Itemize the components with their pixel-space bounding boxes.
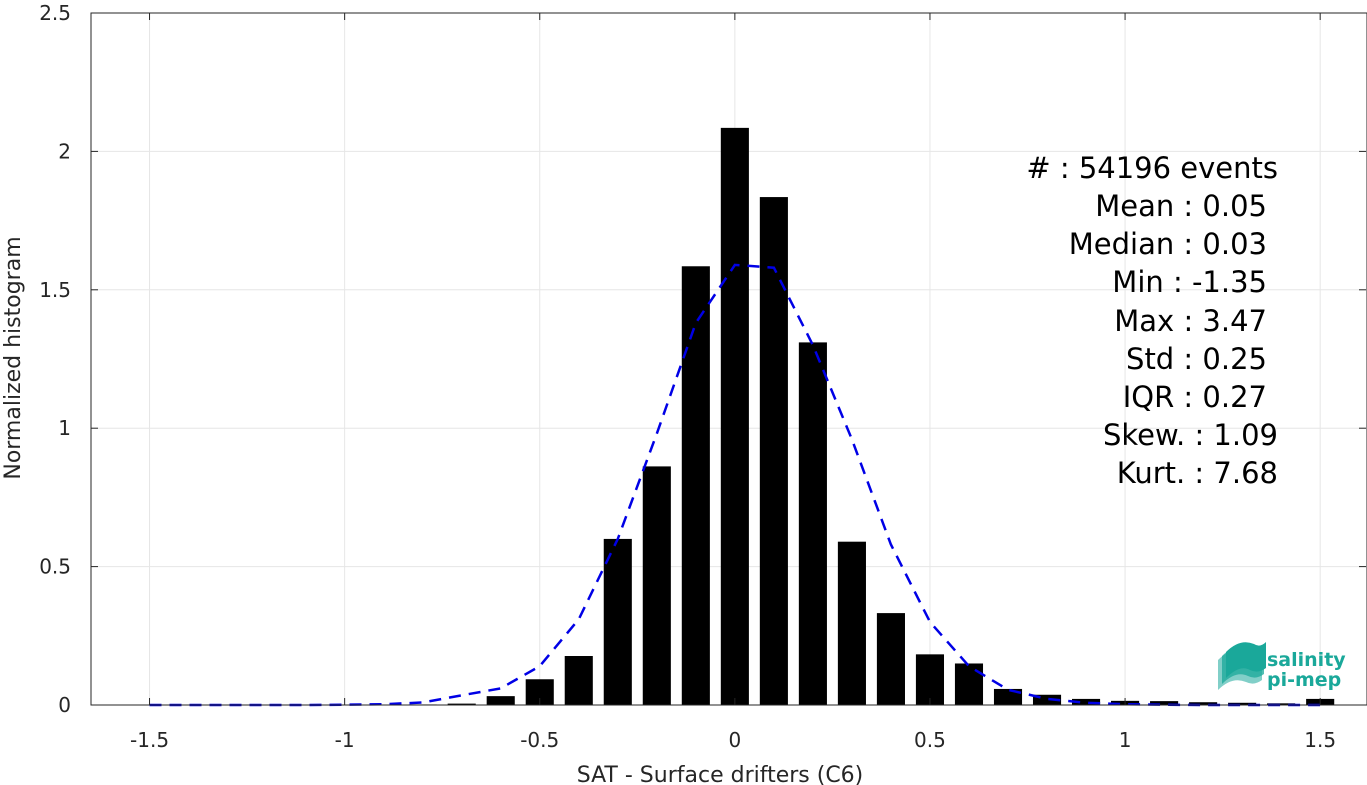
histogram-bar: [486, 696, 515, 705]
x-tick-label: 1: [1119, 728, 1132, 752]
y-axis-label: Normalized histogram: [1, 236, 26, 479]
stat-count: # : 54196 events: [1026, 151, 1278, 185]
histogram-bar: [837, 541, 866, 705]
x-tick-label: 1.5: [1304, 728, 1336, 752]
histogram-bar: [681, 266, 710, 705]
waves-icon: [1218, 642, 1266, 690]
histogram-bar: [642, 466, 671, 705]
logo-text-pi-mep: pi-mep: [1267, 669, 1341, 691]
stat-mean: Mean : 0.05: [1095, 189, 1267, 223]
x-tick-label: 0.5: [914, 728, 946, 752]
x-tick-label: 0: [728, 728, 741, 752]
stat-std: Std : 0.25: [1126, 342, 1267, 376]
histogram-bar: [876, 613, 905, 705]
histogram-bar: [915, 654, 945, 705]
histogram-bar: [1267, 703, 1296, 705]
logo-text-salinity: salinity: [1267, 649, 1346, 671]
x-tick-label: -1: [335, 728, 355, 752]
axis-ticks: -1.5 -1 -0.5 0 0.5 1 1.5 0 0.5 1 1.5 2 2.5: [39, 1, 1366, 752]
histogram-bar: [720, 127, 749, 705]
histogram-bar: [1189, 702, 1218, 705]
y-tick-label: 1: [58, 416, 71, 440]
histogram-bar: [954, 663, 984, 705]
y-tick-label: 1.5: [39, 278, 71, 302]
stat-skew: Skew. : 1.09: [1103, 418, 1278, 452]
fit-curve-layer: [149, 263, 1321, 707]
histogram-bar: [1071, 698, 1101, 705]
y-tick-label: 0: [58, 693, 71, 717]
histogram-bar: [447, 703, 476, 705]
stat-iqr: IQR : 0.27: [1123, 380, 1267, 414]
histogram-bar: [1032, 694, 1062, 705]
y-tick-label: 2.5: [39, 1, 71, 25]
histogram-bar: [1150, 701, 1179, 705]
stat-max: Max : 3.47: [1114, 304, 1267, 338]
plot-frame: [90, 12, 1367, 706]
gaussian-fit-curve: [149, 263, 1321, 707]
y-tick-label: 0.5: [39, 555, 71, 579]
histogram-bar: [564, 656, 593, 705]
histogram-bar: [993, 688, 1023, 705]
y-tick-label: 2: [58, 139, 71, 163]
histogram-bar: [603, 538, 632, 705]
x-tick-label: -1.5: [130, 728, 169, 752]
stat-min: Min : -1.35: [1112, 265, 1267, 299]
histogram-bar: [759, 197, 788, 705]
x-axis-label: SAT - Surface drifters (C6): [577, 763, 864, 785]
stat-median: Median : 0.03: [1069, 227, 1267, 261]
stat-kurt: Kurt. : 7.68: [1117, 456, 1278, 490]
salinity-pi-mep-logo: salinity pi-mep: [1218, 642, 1346, 691]
histogram-bar: [798, 342, 827, 705]
histogram-bars: [408, 127, 1335, 705]
stats-annotation-box: # : 54196 events Mean : 0.05 Median : 0.…: [1026, 151, 1278, 490]
x-tick-label: -0.5: [520, 728, 559, 752]
histogram-bar: [1228, 702, 1257, 705]
